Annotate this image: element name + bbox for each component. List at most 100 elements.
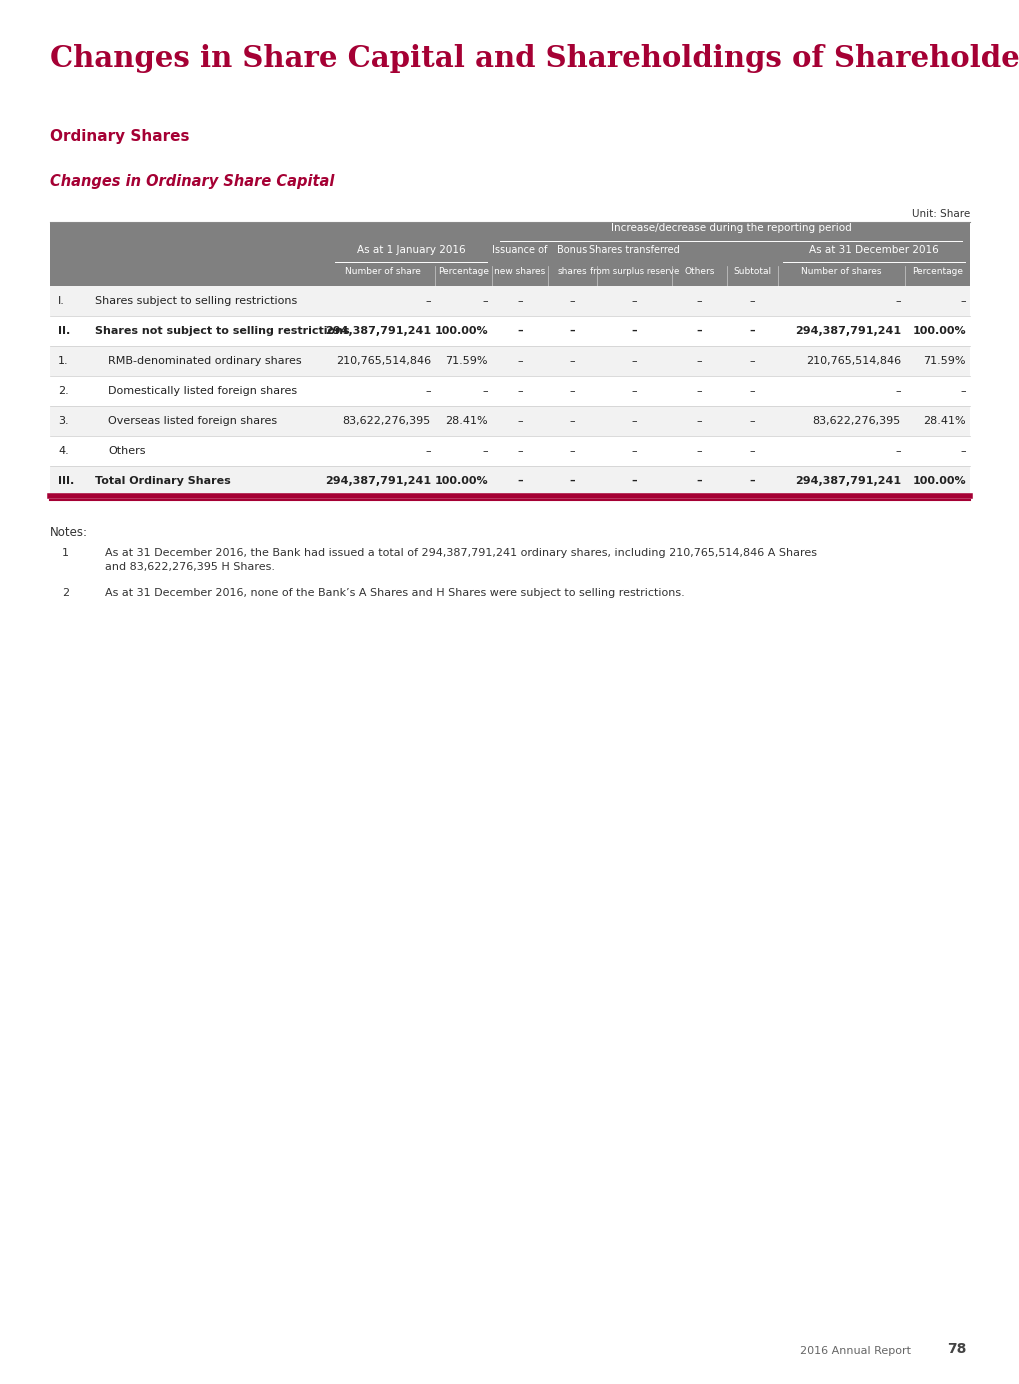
Text: Domestically listed foreign shares: Domestically listed foreign shares: [108, 386, 297, 396]
Text: –: –: [570, 446, 575, 455]
Text: 3.: 3.: [58, 417, 68, 426]
Text: Others: Others: [108, 446, 146, 455]
Text: II.: II.: [58, 327, 70, 336]
Text: Number of share: Number of share: [344, 267, 420, 275]
Text: –: –: [749, 327, 755, 336]
Text: 78: 78: [947, 1342, 966, 1356]
Bar: [50, 466, 969, 495]
Bar: [50, 286, 969, 316]
Text: and 83,622,276,395 H Shares.: and 83,622,276,395 H Shares.: [105, 562, 275, 572]
Bar: [50, 406, 969, 436]
Text: –: –: [696, 446, 702, 455]
Text: –: –: [696, 386, 702, 396]
Text: –: –: [960, 386, 965, 396]
Bar: [491, 221, 969, 244]
Text: Shares subject to selling restrictions: Shares subject to selling restrictions: [95, 296, 297, 306]
Text: As at 31 December 2016: As at 31 December 2016: [808, 245, 937, 255]
Text: –: –: [631, 356, 637, 365]
Text: –: –: [895, 446, 900, 455]
Text: 28.41%: 28.41%: [922, 417, 965, 426]
Text: Others: Others: [684, 267, 714, 275]
Text: Shares transferred: Shares transferred: [589, 245, 680, 255]
Text: 2: 2: [62, 588, 69, 598]
Text: 210,765,514,846: 210,765,514,846: [335, 356, 431, 365]
Text: shares: shares: [557, 267, 587, 275]
Text: Bonus: Bonus: [556, 245, 587, 255]
Text: 100.00%: 100.00%: [434, 327, 487, 336]
Bar: [50, 376, 969, 406]
Text: –: –: [517, 446, 523, 455]
Text: Total Ordinary Shares: Total Ordinary Shares: [95, 476, 230, 486]
Text: III.: III.: [58, 476, 74, 486]
Text: –: –: [425, 446, 431, 455]
Text: Percentage: Percentage: [911, 267, 962, 275]
Text: Overseas listed foreign shares: Overseas listed foreign shares: [108, 417, 277, 426]
Text: –: –: [570, 476, 575, 486]
Text: As at 31 December 2016, none of the Bank’s A Shares and H Shares were subject to: As at 31 December 2016, none of the Bank…: [105, 588, 684, 598]
Text: 1.: 1.: [58, 356, 68, 365]
Text: 294,387,791,241: 294,387,791,241: [325, 476, 431, 486]
Text: Changes in Share Capital and Shareholdings of Shareholders: Changes in Share Capital and Shareholdin…: [50, 44, 1019, 73]
Text: As at 1 January 2016: As at 1 January 2016: [357, 245, 465, 255]
Text: 294,387,791,241: 294,387,791,241: [794, 327, 900, 336]
Text: –: –: [749, 446, 755, 455]
Text: I.: I.: [58, 296, 65, 306]
Text: 2016 Annual Report: 2016 Annual Report: [799, 1347, 910, 1356]
Text: –: –: [631, 296, 637, 306]
Text: from surplus reserve: from surplus reserve: [589, 267, 679, 275]
Text: –: –: [570, 356, 575, 365]
Text: Notes:: Notes:: [50, 526, 88, 538]
Text: –: –: [482, 446, 487, 455]
Text: –: –: [631, 386, 637, 396]
Text: –: –: [425, 296, 431, 306]
Bar: [50, 436, 969, 466]
Text: 71.59%: 71.59%: [445, 356, 487, 365]
Text: –: –: [517, 386, 523, 396]
Text: 210,765,514,846: 210,765,514,846: [805, 356, 900, 365]
Bar: [50, 221, 969, 286]
Text: new shares: new shares: [494, 267, 545, 275]
Text: –: –: [960, 446, 965, 455]
Text: –: –: [631, 446, 637, 455]
Text: –: –: [895, 296, 900, 306]
Text: –: –: [696, 417, 702, 426]
Text: 100.00%: 100.00%: [434, 476, 487, 486]
Text: –: –: [482, 296, 487, 306]
Bar: [50, 346, 969, 376]
Text: –: –: [482, 386, 487, 396]
Text: Shares not subject to selling restrictions: Shares not subject to selling restrictio…: [95, 327, 350, 336]
Text: 100.00%: 100.00%: [911, 327, 965, 336]
Text: As at 31 December 2016, the Bank had issued a total of 294,387,791,241 ordinary : As at 31 December 2016, the Bank had iss…: [105, 548, 816, 558]
Text: –: –: [631, 327, 637, 336]
Text: RMB-denominated ordinary shares: RMB-denominated ordinary shares: [108, 356, 302, 365]
Text: 71.59%: 71.59%: [922, 356, 965, 365]
Text: 1: 1: [62, 548, 69, 558]
Text: 2.: 2.: [58, 386, 68, 396]
Text: 83,622,276,395: 83,622,276,395: [342, 417, 431, 426]
Text: –: –: [749, 296, 755, 306]
Text: Subtotal: Subtotal: [733, 267, 770, 275]
Text: Increase/decrease during the reporting period: Increase/decrease during the reporting p…: [610, 223, 851, 233]
Text: Percentage: Percentage: [437, 267, 488, 275]
Text: 294,387,791,241: 294,387,791,241: [794, 476, 900, 486]
Text: –: –: [749, 476, 755, 486]
Bar: [50, 316, 969, 346]
Text: –: –: [749, 417, 755, 426]
Text: –: –: [631, 476, 637, 486]
Text: –: –: [696, 327, 702, 336]
Text: –: –: [517, 296, 523, 306]
Text: –: –: [631, 417, 637, 426]
Text: –: –: [517, 356, 523, 365]
Text: Issuance of: Issuance of: [492, 245, 547, 255]
Text: 28.41%: 28.41%: [445, 417, 487, 426]
Text: –: –: [960, 296, 965, 306]
Text: Changes in Ordinary Share Capital: Changes in Ordinary Share Capital: [50, 174, 334, 190]
Text: Ordinary Shares: Ordinary Shares: [50, 129, 190, 144]
Text: Number of shares: Number of shares: [801, 267, 880, 275]
Text: 4.: 4.: [58, 446, 68, 455]
Text: –: –: [570, 386, 575, 396]
Text: –: –: [749, 386, 755, 396]
Text: Unit: Share: Unit: Share: [911, 209, 969, 219]
Text: –: –: [570, 327, 575, 336]
Text: 100.00%: 100.00%: [911, 476, 965, 486]
